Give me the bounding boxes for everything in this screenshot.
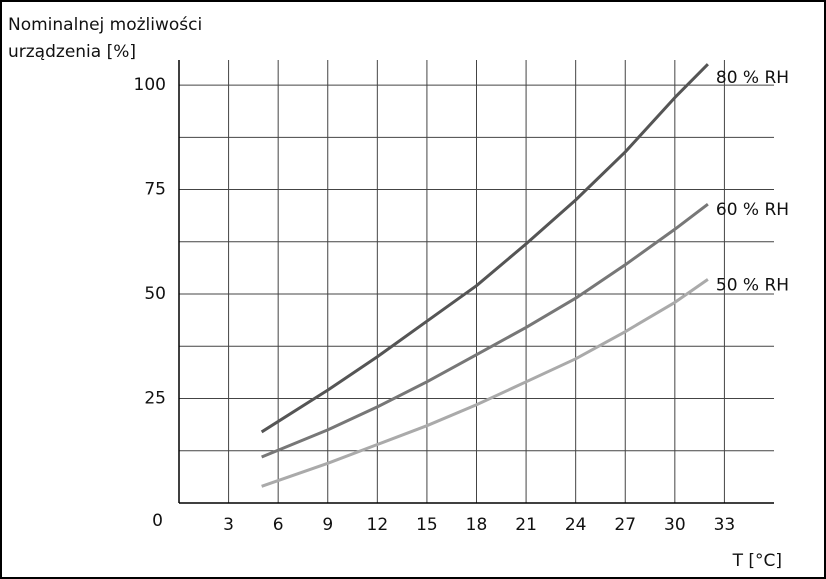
y-tick-label: 50 <box>144 284 166 304</box>
x-tick-label: 27 <box>614 515 636 535</box>
x-tick-label: 9 <box>322 515 333 535</box>
x-tick-label: 3 <box>223 515 234 535</box>
x-tick-label: 24 <box>565 515 587 535</box>
x-tick-label: 33 <box>714 515 736 535</box>
y-tick-label: 0 <box>152 511 163 531</box>
series-label: 50 % RH <box>716 275 789 295</box>
x-axis-label: T [°C] <box>732 551 782 571</box>
data-line <box>260 63 709 434</box>
x-tick-label: 6 <box>273 515 284 535</box>
x-tick-label: 30 <box>664 515 686 535</box>
y-axis-label: Nominalnej możliwości <box>8 15 202 35</box>
x-tick-label: 12 <box>367 515 389 535</box>
series-label: 60 % RH <box>716 200 789 220</box>
data-line <box>261 278 709 488</box>
y-tick-label: 75 <box>144 180 166 200</box>
y-axis-label: urządzenia [%] <box>8 42 136 62</box>
y-tick-label: 25 <box>144 389 166 409</box>
x-tick-label: 21 <box>515 515 537 535</box>
x-tick-label: 18 <box>466 515 488 535</box>
y-tick-label: 100 <box>134 75 166 95</box>
x-tick-label: 15 <box>416 515 438 535</box>
series-label: 80 % RH <box>716 68 789 88</box>
data-line <box>261 202 709 459</box>
